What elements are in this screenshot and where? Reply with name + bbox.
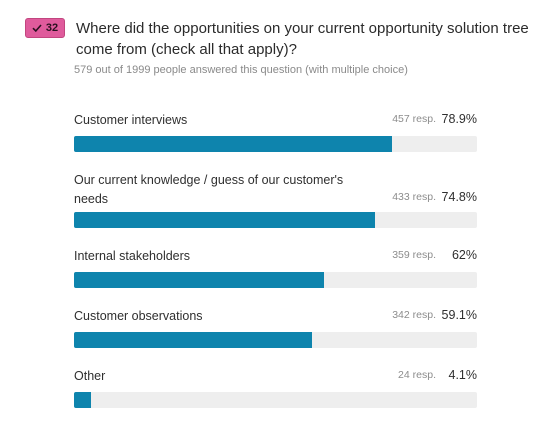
option-percent: 4.1% <box>448 368 478 382</box>
answered-badge: 32 <box>25 18 65 38</box>
option-bar-track <box>74 136 477 152</box>
option-percent: 62% <box>451 248 477 262</box>
option-row: Customer observations 342 resp. 59.1% <box>74 307 477 349</box>
option-bar-track <box>74 212 477 228</box>
option-response-count: 342 resp. <box>392 309 436 321</box>
option-bar-fill <box>74 212 376 228</box>
option-bar-track <box>74 272 477 288</box>
option-label: Other <box>74 369 106 383</box>
option-response-count: 359 resp. <box>392 249 436 261</box>
option-percent: 74.8% <box>441 190 477 204</box>
question-title: Where did the opportunities on your curr… <box>76 20 529 58</box>
option-label: Customer interviews <box>74 113 188 127</box>
option-response-count: 24 resp. <box>398 369 436 381</box>
option-label: Customer observations <box>74 309 203 323</box>
option-row: Other 24 resp. 4.1% <box>74 367 477 409</box>
option-percent: 59.1% <box>441 308 477 322</box>
badge-count: 32 <box>45 22 59 34</box>
option-bar-track <box>74 392 477 408</box>
option-row: Our current knowledge / guess of our cus… <box>74 171 477 229</box>
option-response-count: 433 resp. <box>392 191 436 203</box>
option-label: Our current knowledge / guess of our cus… <box>74 173 344 206</box>
option-bar-fill <box>74 136 392 152</box>
option-label: Internal stakeholders <box>74 249 191 263</box>
option-bar-fill <box>74 392 91 408</box>
option-percent: 78.9% <box>441 112 477 126</box>
option-response-count: 457 resp. <box>392 113 436 125</box>
option-bar-track <box>74 332 477 348</box>
option-row: Customer interviews 457 resp. 78.9% <box>74 111 477 153</box>
option-bar-fill <box>74 272 324 288</box>
checkmark-icon <box>32 23 42 33</box>
option-row: Internal stakeholders 359 resp. 62% <box>74 247 477 289</box>
option-bar-fill <box>74 332 313 348</box>
response-summary: 579 out of 1999 people answered this que… <box>74 64 408 76</box>
